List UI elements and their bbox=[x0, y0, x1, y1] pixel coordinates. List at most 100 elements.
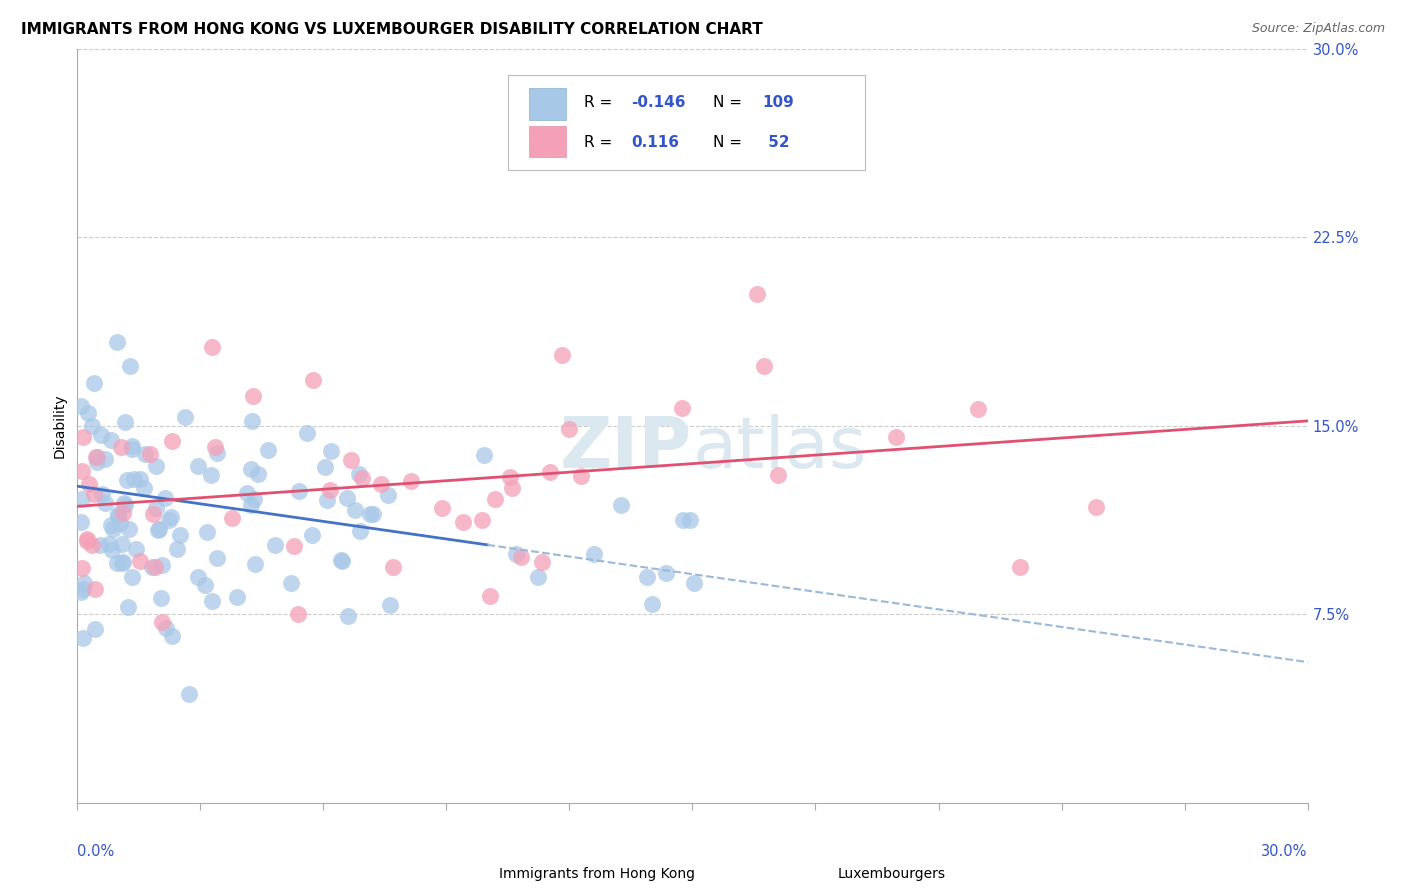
Point bbox=[146, 523, 169, 537]
Bar bbox=[792, 858, 831, 889]
Point bbox=[884, 430, 907, 444]
Text: N =: N = bbox=[713, 135, 747, 150]
Point bbox=[530, 555, 553, 569]
Point bbox=[111, 555, 134, 569]
Point bbox=[70, 515, 93, 529]
Point bbox=[655, 566, 678, 580]
Point bbox=[636, 570, 658, 584]
Point bbox=[155, 621, 177, 635]
Point bbox=[551, 348, 574, 362]
Point bbox=[343, 503, 366, 517]
Point bbox=[226, 591, 249, 605]
Point bbox=[200, 467, 222, 482]
Point bbox=[90, 427, 112, 442]
Point bbox=[139, 447, 162, 461]
Point bbox=[83, 376, 105, 391]
Point bbox=[132, 481, 155, 495]
Point bbox=[86, 450, 108, 465]
Point bbox=[89, 538, 111, 552]
Point bbox=[93, 452, 115, 467]
Text: 52: 52 bbox=[762, 135, 789, 150]
Point bbox=[72, 561, 94, 575]
Point bbox=[187, 458, 209, 473]
Point bbox=[399, 474, 422, 488]
Point bbox=[77, 406, 100, 420]
Point bbox=[752, 359, 775, 373]
Point bbox=[169, 527, 191, 541]
Bar bbox=[453, 858, 492, 889]
Point bbox=[558, 422, 581, 436]
Point bbox=[148, 522, 170, 536]
Point bbox=[150, 591, 173, 606]
Text: Source: ZipAtlas.com: Source: ZipAtlas.com bbox=[1251, 22, 1385, 36]
Bar bbox=[529, 88, 565, 120]
Text: Luxembourgers: Luxembourgers bbox=[838, 867, 946, 880]
Point bbox=[319, 483, 342, 497]
Point bbox=[370, 477, 392, 491]
Point bbox=[430, 501, 453, 516]
Point bbox=[166, 541, 188, 556]
Point bbox=[80, 418, 103, 433]
Point bbox=[201, 340, 224, 354]
Point bbox=[143, 560, 166, 574]
Point bbox=[134, 447, 156, 461]
FancyBboxPatch shape bbox=[508, 76, 865, 169]
Point bbox=[201, 593, 224, 607]
Point bbox=[160, 510, 183, 524]
Point bbox=[105, 557, 128, 571]
Point bbox=[527, 570, 550, 584]
Point bbox=[747, 287, 769, 301]
Point bbox=[94, 496, 117, 510]
Point bbox=[204, 441, 226, 455]
Point bbox=[569, 468, 592, 483]
Point bbox=[84, 450, 107, 464]
Point bbox=[125, 541, 148, 556]
Point bbox=[195, 524, 218, 539]
Point bbox=[499, 470, 522, 484]
Point bbox=[509, 550, 531, 565]
Point bbox=[382, 560, 405, 574]
Text: IMMIGRANTS FROM HONG KONG VS LUXEMBOURGER DISABILITY CORRELATION CHART: IMMIGRANTS FROM HONG KONG VS LUXEMBOURGE… bbox=[21, 22, 763, 37]
Text: R =: R = bbox=[585, 95, 617, 110]
Text: Immigrants from Hong Kong: Immigrants from Hong Kong bbox=[499, 867, 696, 880]
Point bbox=[73, 575, 96, 590]
Point bbox=[474, 448, 496, 462]
Point bbox=[76, 533, 98, 547]
Point bbox=[84, 622, 107, 636]
Point bbox=[283, 539, 305, 553]
Point bbox=[194, 578, 217, 592]
Point bbox=[82, 538, 104, 552]
Point bbox=[240, 414, 263, 428]
Point bbox=[236, 486, 259, 500]
Point bbox=[451, 515, 474, 529]
Point bbox=[145, 501, 167, 516]
Point bbox=[302, 373, 325, 387]
Point bbox=[478, 589, 501, 603]
Point bbox=[501, 481, 523, 495]
Point bbox=[243, 558, 266, 572]
Point bbox=[641, 597, 664, 611]
Point bbox=[682, 575, 704, 590]
Point bbox=[329, 553, 352, 567]
Point bbox=[141, 559, 163, 574]
Point bbox=[484, 491, 506, 506]
Point bbox=[128, 554, 150, 568]
Point bbox=[121, 570, 143, 584]
Point bbox=[582, 547, 605, 561]
Point bbox=[301, 527, 323, 541]
Point bbox=[377, 488, 399, 502]
Point bbox=[966, 402, 988, 417]
Point bbox=[145, 459, 167, 474]
Point bbox=[121, 439, 143, 453]
Point bbox=[111, 506, 134, 520]
Point bbox=[538, 466, 561, 480]
Text: atlas: atlas bbox=[693, 414, 868, 483]
Point bbox=[77, 476, 100, 491]
Point bbox=[361, 507, 384, 521]
Point bbox=[315, 493, 337, 508]
Point bbox=[264, 538, 287, 552]
Point bbox=[243, 491, 266, 506]
Point bbox=[160, 434, 183, 448]
Point bbox=[152, 615, 174, 629]
Point bbox=[160, 629, 183, 643]
